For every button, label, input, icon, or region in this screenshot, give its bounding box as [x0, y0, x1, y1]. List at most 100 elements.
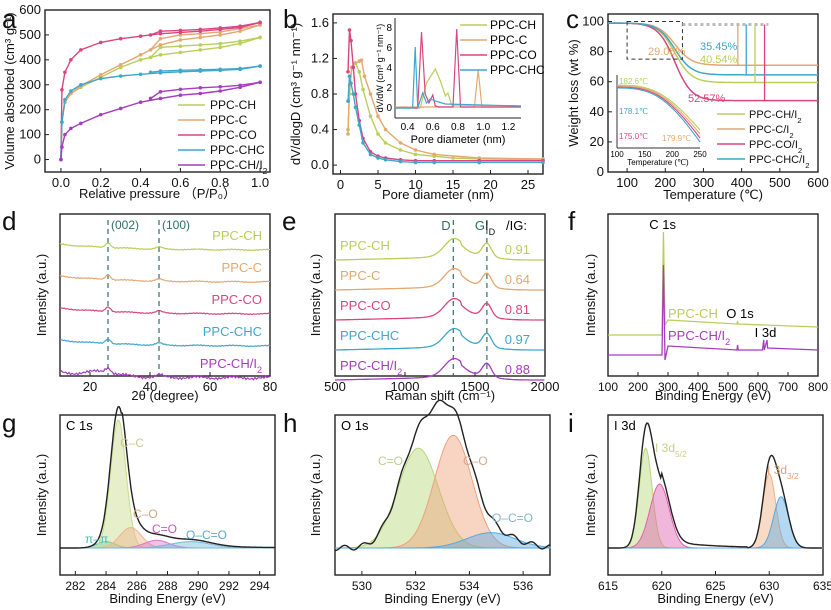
- data-point: [198, 31, 203, 36]
- inset-chart: 0.4 0.6 0.8 1.0 1.2 0 2 4 6 8 Pore diameter (nm) dV…: [375, 18, 522, 146]
- onset-label: 179.9℃: [662, 134, 691, 143]
- inset-series-line: [616, 84, 701, 131]
- data-point: [158, 31, 163, 36]
- envelope-line: [608, 422, 822, 549]
- x-tick-label: 292: [219, 579, 239, 593]
- x-tick-label: 40: [143, 379, 157, 394]
- data-point: [60, 120, 64, 124]
- data-point: [346, 99, 350, 103]
- data-point: [218, 41, 223, 46]
- band-label: G: [475, 218, 485, 233]
- data-point: [69, 89, 73, 93]
- series-line-ppc-ch-i2: [608, 264, 819, 361]
- inset-x-label: Temperature (℃): [627, 158, 689, 167]
- data-point: [413, 152, 418, 157]
- data-point: [148, 48, 153, 52]
- panel-letter: h: [283, 408, 297, 438]
- data-point: [63, 132, 67, 137]
- inset-x-tick-label: 1.2: [501, 122, 515, 133]
- data-point: [158, 29, 163, 33]
- data-point: [198, 85, 203, 90]
- x-tick-label: 200: [628, 380, 648, 394]
- component-label: O–C=O: [186, 528, 227, 542]
- x-tick-label: 0.4: [132, 175, 150, 190]
- data-point: [138, 72, 143, 77]
- data-point: [138, 53, 143, 57]
- plot-frame: [59, 414, 276, 576]
- data-point: [432, 152, 437, 157]
- x-tick-label: 290: [188, 579, 208, 593]
- legend-label: PPC-C: [490, 33, 528, 47]
- series-line: [607, 22, 818, 76]
- y-axis-label: Intensity (a.u.): [34, 454, 49, 536]
- panel-letter: g: [2, 408, 16, 438]
- data-point: [541, 160, 545, 165]
- series-label: PPC-CH/I2: [200, 356, 262, 375]
- x-axis-label: Pore diameter (nm): [382, 187, 494, 202]
- data-point: [98, 112, 103, 117]
- y-tick-label: 300: [19, 77, 41, 92]
- data-point: [118, 63, 123, 67]
- data-point: [178, 68, 183, 73]
- spectrum-title: I 3d: [614, 418, 636, 433]
- fit-component: [335, 434, 550, 549]
- y-tick-label: 500: [19, 27, 41, 42]
- data-point: [218, 84, 223, 89]
- x-tick-label: 2000: [531, 379, 560, 394]
- fit-component: [335, 532, 551, 549]
- data-point: [238, 39, 242, 43]
- series-line: [59, 365, 271, 381]
- band-label: D: [441, 218, 450, 233]
- x-tick-label: 10: [408, 177, 422, 192]
- data-point: [118, 36, 123, 41]
- inset-y-tick-label: 0: [386, 103, 392, 114]
- envelope-line: [60, 405, 275, 549]
- data-point: [178, 38, 183, 42]
- data-point: [357, 69, 362, 74]
- data-point: [79, 48, 83, 52]
- onset-label: 178.1℃: [619, 107, 648, 116]
- data-point: [218, 33, 223, 37]
- y-tick-label: 100: [582, 14, 604, 29]
- series-line: [59, 274, 271, 284]
- inset-y-tick-label: 6: [386, 43, 392, 54]
- panel-f-xps-survey-chart: f 100 200 300 400 500 600 700 800 Binding Energy …: [568, 206, 828, 403]
- inset-series-line: [616, 85, 701, 135]
- data-point: [347, 74, 352, 79]
- panel-h-o1s-chart: h 530 532 534 536 Binding Energy (eV) Intensit…: [283, 399, 551, 606]
- series-label: PPC-C: [222, 260, 262, 275]
- data-point: [69, 58, 73, 62]
- legend-label: PPC-CO: [490, 48, 537, 62]
- data-point: [432, 160, 437, 165]
- x-tick-label: 500: [718, 380, 738, 394]
- x-tick-label: 288: [157, 579, 177, 593]
- component-label: C=O: [378, 454, 403, 468]
- series-label: PPC-CH/I2: [668, 328, 730, 347]
- inset-x-tick-label: 0.6: [426, 122, 440, 133]
- inset-y-label: dV/dW (cm³ g⁻¹ nm⁻¹): [375, 24, 385, 113]
- data-point: [451, 156, 455, 160]
- panel-i-i3d-chart: i 615 620 625 630 635 Binding Energy (eV) Inten…: [568, 408, 831, 606]
- weight-loss-label: 35.45%: [700, 41, 738, 53]
- inset-y-tick-label: 4: [386, 63, 392, 74]
- data-point: [477, 160, 482, 165]
- component-label: I 3d5/2: [655, 441, 687, 459]
- x-tick-label: 80: [263, 379, 277, 394]
- x-tick-label: 0: [337, 177, 344, 192]
- onset-label: 182.6℃: [619, 77, 648, 86]
- x-tick-label: 600: [748, 380, 768, 394]
- y-tick-label: 40: [590, 104, 604, 119]
- y-tick-label: 0.0: [311, 157, 329, 172]
- series-label: PPC-CO: [211, 292, 262, 307]
- x-axis-label: Temperature (℃): [663, 187, 763, 202]
- data-point: [118, 106, 123, 111]
- data-point: [353, 105, 358, 110]
- legend-label: PPC-C/I2: [749, 124, 794, 140]
- x-tick-label: 500: [324, 379, 346, 394]
- data-point: [258, 35, 262, 40]
- x-tick-label: 200: [654, 175, 676, 190]
- inset-x-tick-label: 250: [693, 150, 707, 159]
- y-tick-label: 0.4: [311, 122, 329, 137]
